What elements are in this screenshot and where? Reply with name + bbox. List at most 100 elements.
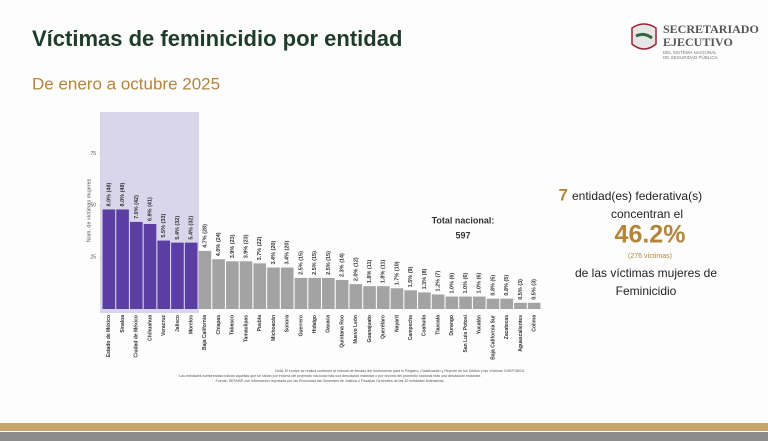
x-tick-label: Tabasco [230, 315, 236, 335]
logo-text: DE SEGURIDAD PÚBLICA [663, 54, 718, 60]
x-tick-label: Nuevo León [353, 315, 359, 344]
x-tick-label: Puebla [257, 315, 263, 332]
x-tick-label: Querétaro [381, 315, 387, 339]
value-label: 0.5% (3) [518, 279, 524, 300]
value-label: 7.0% (42) [134, 195, 140, 219]
bar [184, 242, 198, 309]
y-tick-label: 75 [90, 151, 96, 157]
summary-text: entidad(es) federativa(s) [572, 189, 702, 203]
summary-victims: (276 víctimas) [628, 253, 672, 260]
x-tick-label: Nayarit [394, 315, 400, 332]
bar [459, 296, 472, 309]
value-label: 1.2% (7) [436, 271, 442, 292]
x-tick-label: Colima [531, 315, 537, 332]
logo: SECRETARIADO EJECUTIVO DEL SISTEMA NACIO… [631, 22, 759, 60]
x-tick-label: Ciudad de México [134, 315, 140, 358]
x-tick-label: Coahuila [422, 315, 428, 336]
value-label: 1.3% (8) [422, 268, 428, 289]
bar [335, 279, 349, 309]
x-tick-label: Sonora [285, 315, 291, 332]
value-label: 3.9% (23) [230, 234, 236, 258]
x-tick-label: Michoacán [271, 315, 277, 341]
bar [500, 298, 514, 309]
value-label: 1.8% (11) [367, 259, 373, 283]
bar [431, 294, 445, 309]
y-axis-label: Núm. de víctimas mujeres [86, 178, 92, 242]
bar [294, 277, 308, 309]
footer-band [0, 423, 768, 431]
logo-text: EJECUTIVO [663, 35, 733, 49]
bar [486, 298, 500, 309]
bar [527, 302, 541, 309]
total-label: Total nacional: [432, 215, 495, 225]
bar [349, 284, 363, 309]
x-tick-label: Estado de México [106, 315, 112, 357]
value-label: 1.0% (6) [449, 273, 455, 294]
bar [390, 288, 404, 309]
summary-text: de las víctimas mujeres de [575, 266, 717, 280]
value-label: 3.4% (20) [285, 241, 291, 265]
bar [322, 277, 335, 309]
bar [280, 267, 294, 309]
value-label: 1.0% (6) [463, 273, 469, 294]
value-label: 0.8% (5) [490, 275, 496, 296]
bar [376, 286, 390, 309]
value-label: 5.4% (32) [175, 216, 181, 240]
bar [116, 209, 129, 309]
x-tick-label: Chiapas [216, 315, 222, 335]
x-tick-label: Veracruz [161, 315, 167, 336]
bar [445, 296, 459, 309]
note: Las entidades sombreadas indican aquella… [179, 374, 480, 378]
bar [253, 263, 267, 309]
value-label: 3.7% (22) [257, 236, 263, 260]
bar [472, 296, 486, 309]
logo-text: DEL SISTEMA NACIONAL [663, 50, 717, 55]
bar [404, 290, 417, 309]
x-tick-label: Guanajuato [367, 315, 373, 343]
value-label: 3.4% (20) [271, 241, 277, 265]
y-tick-label: 50 [90, 203, 96, 209]
chart: 25 50 75 Núm. de víctimas mujeres 8.0% (48) E… [86, 112, 541, 360]
value-label: 4.0% (24) [216, 232, 222, 256]
logo-text: SECRETARIADO [663, 22, 759, 36]
value-label: 2.5% (15) [298, 251, 304, 275]
x-tick-label: Tlaxcala [435, 315, 441, 335]
bar [514, 302, 527, 309]
x-tick-label: Baja California [202, 315, 208, 350]
x-tick-label: Sinaloa [120, 315, 126, 333]
note: Fuente: SESNSP con información reportada… [216, 379, 445, 383]
y-tick-label: 25 [90, 254, 96, 260]
bar [267, 267, 280, 309]
value-label: 5.4% (32) [189, 216, 195, 240]
bar [129, 221, 143, 309]
x-tick-label: Aguascalientes [518, 315, 524, 352]
x-tick-label: Oaxaca [326, 315, 332, 333]
bar [102, 209, 116, 309]
footer-band [0, 432, 768, 441]
x-tick-label: San Luis Potosí [463, 314, 469, 352]
value-label: 2.0% (12) [353, 257, 359, 281]
x-tick-label: Guerrero [298, 315, 304, 336]
value-label: 1.8% (11) [381, 259, 387, 283]
value-label: 3.9% (23) [244, 234, 250, 258]
bar [157, 240, 171, 309]
subtitle: De enero a octubre 2025 [32, 74, 220, 93]
x-tick-label: Hidalgo [312, 315, 318, 333]
x-tick-label: Morelos [189, 315, 195, 334]
summary-count: 7 [559, 185, 568, 204]
value-label: 2.5% (15) [326, 251, 332, 275]
note: Nota: El conteo se realiza conforme al m… [275, 369, 525, 373]
value-label: 4.7% (28) [202, 224, 208, 248]
value-label: 1.7% (10) [394, 261, 400, 285]
x-tick-label: Baja California Sur [490, 315, 496, 360]
x-tick-label: Yucatán [477, 315, 483, 334]
value-label: 2.3% (14) [340, 253, 346, 277]
x-tick-label: Jalisco [175, 315, 181, 332]
bar [239, 261, 253, 309]
value-label: 0.5% (3) [532, 279, 538, 300]
summary-text: Feminicidio [616, 284, 677, 298]
x-tick-label: Campeche [408, 315, 414, 341]
summary: 7 entidad(es) federativa(s) concentran e… [559, 185, 718, 298]
logo-shield [631, 23, 657, 50]
x-tick-label: Tamaulipas [243, 315, 249, 342]
